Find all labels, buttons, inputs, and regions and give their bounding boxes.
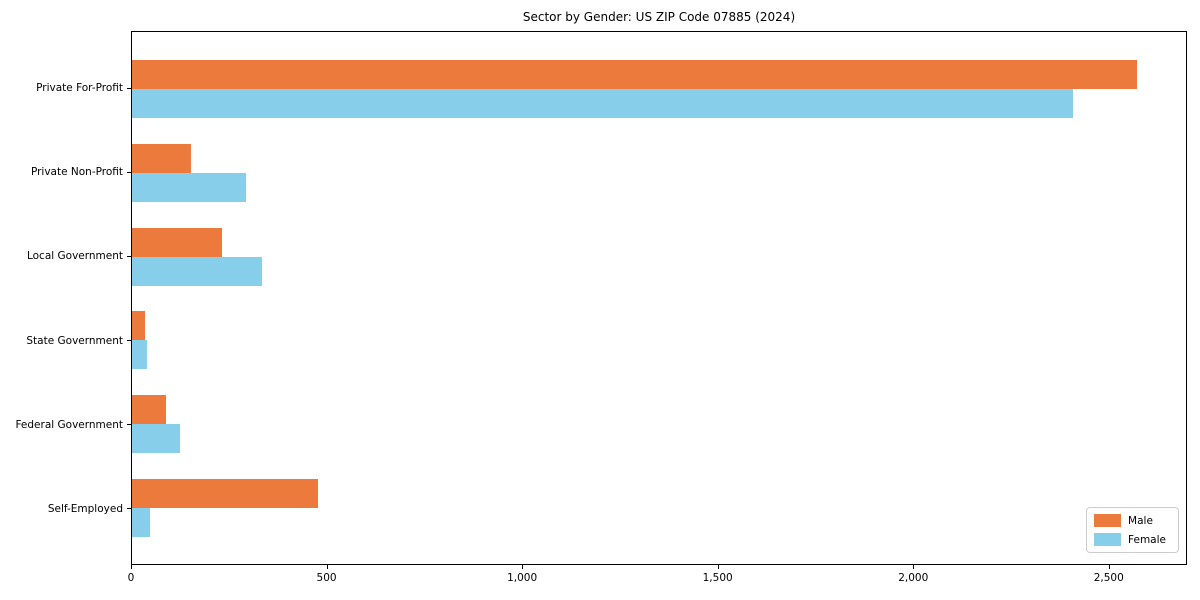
x-tick-label: 0: [127, 572, 135, 584]
x-tick-mark: [1108, 565, 1110, 569]
legend-entry: Male: [1094, 514, 1166, 527]
bar-female: [132, 256, 263, 286]
y-label-row: Local Government: [0, 214, 131, 298]
x-tick-mark: [522, 565, 524, 569]
y-tick-mark: [127, 424, 131, 426]
bar-female: [132, 424, 181, 454]
x-tick-label: 500: [316, 572, 337, 584]
category-row: [132, 215, 1186, 299]
y-tick-mark: [127, 171, 131, 173]
y-label-row: Federal Government: [0, 383, 131, 467]
category-row: [132, 382, 1186, 466]
chart-title: Sector by Gender: US ZIP Code 07885 (202…: [522, 10, 796, 24]
y-tick-label: Private Non-Profit: [30, 166, 123, 179]
x-tick-label: 1,500: [702, 572, 733, 584]
bar-male: [132, 143, 191, 173]
x-tick-label: 2,500: [1093, 572, 1124, 584]
y-tick-mark: [127, 340, 131, 342]
bar-rows: [132, 32, 1186, 564]
bar-female: [132, 88, 1073, 118]
x-tick-mark: [717, 565, 719, 569]
y-tick-label: Self-Employed: [47, 502, 123, 515]
x-tick-label: 1,000: [507, 572, 538, 584]
y-tick-mark: [127, 87, 131, 89]
category-row: [132, 298, 1186, 382]
legend-label: Female: [1128, 533, 1166, 546]
bar-male: [132, 227, 222, 257]
x-tick-label: 2,000: [898, 572, 929, 584]
x-tick-mark: [913, 565, 915, 569]
category-row: [132, 131, 1186, 215]
x-tick-mark: [326, 565, 328, 569]
legend-label: Male: [1128, 514, 1153, 527]
legend-swatch-male: [1094, 514, 1122, 527]
bar-male: [132, 479, 318, 509]
legend-entry: Female: [1094, 533, 1166, 546]
bar-female: [132, 340, 147, 370]
y-label-row: State Government: [0, 299, 131, 383]
y-tick-label: Private For-Profit: [36, 82, 123, 95]
plot-area: Male Female: [131, 31, 1187, 565]
category-row: [132, 466, 1186, 550]
bar-female: [132, 172, 247, 202]
x-tick-mark: [131, 565, 132, 569]
y-tick-label: Local Government: [26, 250, 123, 263]
bar-male: [132, 395, 167, 425]
bar-male: [132, 311, 146, 341]
y-tick-mark: [127, 508, 131, 510]
category-row: [132, 47, 1186, 131]
y-tick-label: State Government: [26, 334, 123, 347]
legend: Male Female: [1086, 507, 1179, 553]
bar-female: [132, 508, 151, 538]
y-label-row: Private Non-Profit: [0, 130, 131, 214]
bar-male: [132, 59, 1138, 89]
y-axis-labels: Private For-Profit Private Non-Profit Loca…: [0, 31, 131, 565]
y-label-row: Self-Employed: [0, 467, 131, 551]
y-tick-mark: [127, 255, 131, 257]
x-axis: 0 500 1,000 1,500 2,000 2,500: [127, 565, 1187, 591]
y-tick-label: Federal Government: [15, 418, 123, 431]
y-label-row: Private For-Profit: [0, 46, 131, 130]
legend-swatch-female: [1094, 533, 1122, 546]
